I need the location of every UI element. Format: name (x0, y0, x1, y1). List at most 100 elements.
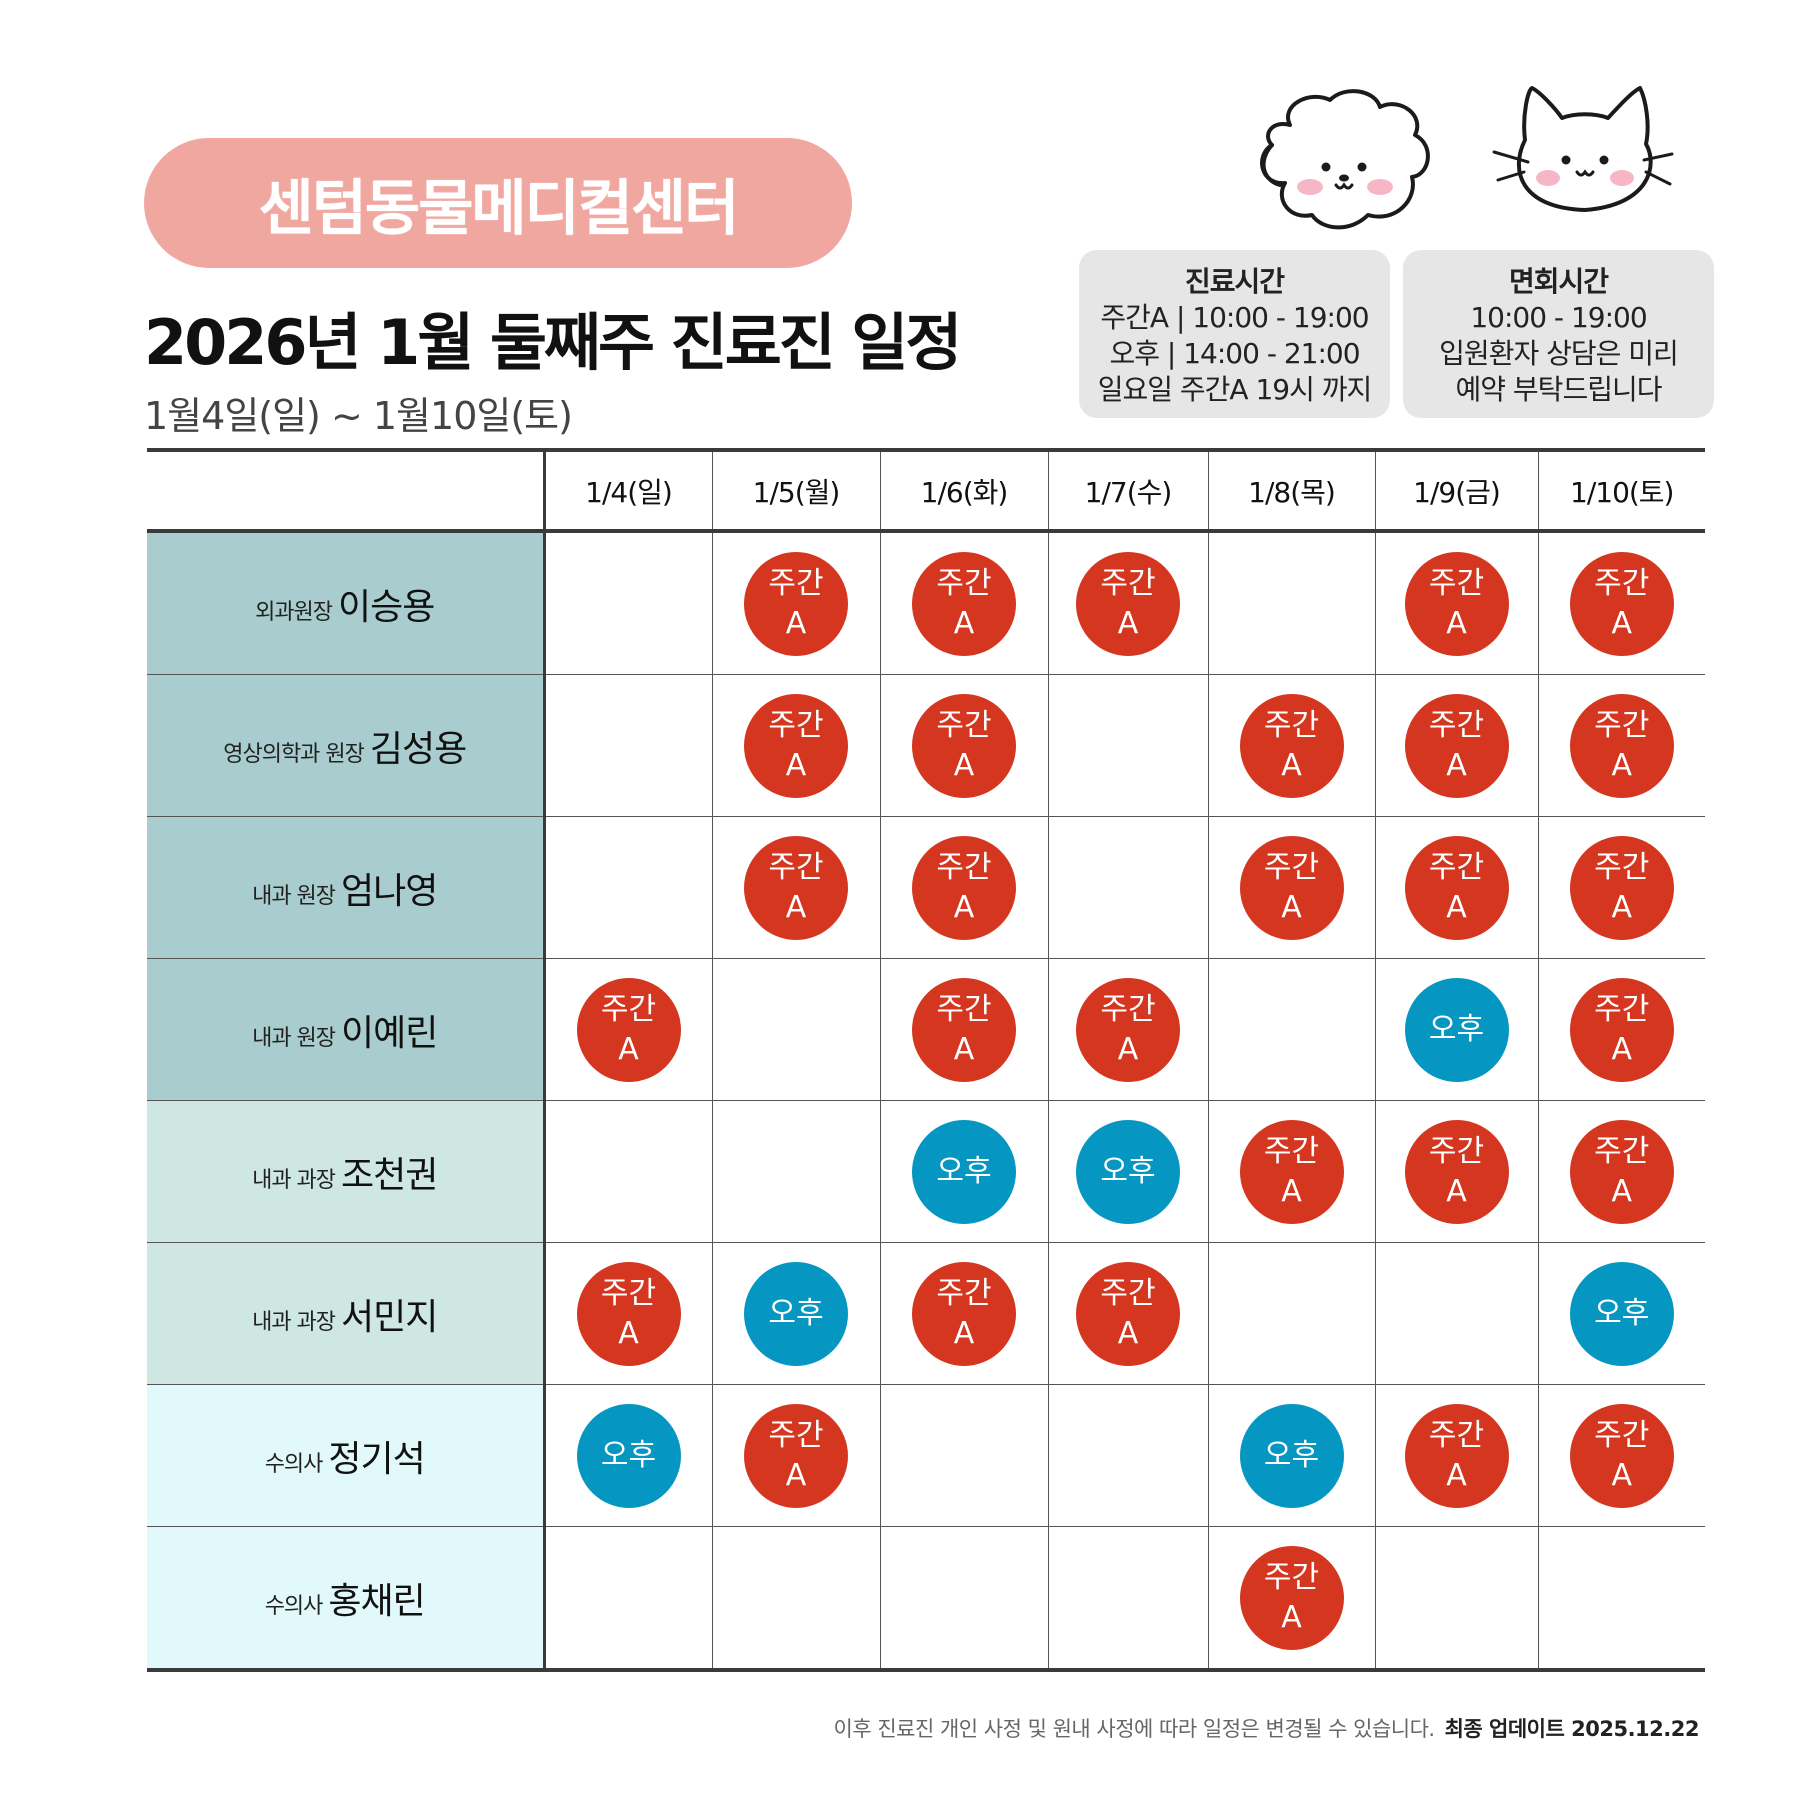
day-shift-badge: 주간 A (576, 1261, 681, 1366)
day-shift-badge: 주간 A (744, 1403, 848, 1508)
day-shift-badge: 주간 A (1569, 977, 1674, 1082)
staff-row: 내과 원장 엄나영 주간 A 주간 A 주간 A 주간 A 주간 A (147, 816, 1705, 959)
shift-label: A (1446, 747, 1467, 783)
shift-label: 주간 (600, 1275, 657, 1311)
shift-label: 주간 (1428, 565, 1485, 601)
clinic-hours-box: 진료시간 주간A | 10:00 - 19:00 오후 | 14:00 - 21… (1079, 250, 1390, 418)
schedule-cell (1207, 958, 1375, 1101)
schedule-cell (544, 816, 712, 959)
shift-label: A (1281, 747, 1302, 783)
staff-role: 수의사 (264, 1451, 324, 1477)
page-title: 2026년 1월 둘째주 진료진 일정 (144, 306, 962, 379)
schedule-cell: 주간 A (1047, 531, 1208, 675)
header-corner (147, 448, 544, 533)
shift-label: 오후 (1100, 1153, 1156, 1189)
day-shift-badge: 주간 A (1404, 551, 1509, 656)
shift-label: A (953, 1315, 975, 1351)
visit-hours-box: 면회시간 10:00 - 19:00 입원환자 상담은 미리 예약 부탁드립니다 (1403, 250, 1714, 418)
shift-label: 오후 (1594, 1295, 1650, 1331)
day-header: 1/6(화) (879, 448, 1048, 533)
day-header: 1/8(목) (1207, 448, 1375, 533)
schedule-cell (1047, 1526, 1208, 1672)
day-header: 1/7(수) (1047, 448, 1208, 533)
staff-name-cell: 내과 과장 조천권 (147, 1100, 546, 1243)
clinic-hours-title: 진료시간 (1184, 265, 1285, 298)
staff-name-cell: 외과원장 이승용 (147, 531, 546, 675)
schedule-cell: 주간 A (1374, 816, 1538, 959)
day-header: 1/10(토) (1537, 448, 1705, 533)
staff-row: 내과 원장 이예린 주간 A 주간 A 주간 A 오후 주간 A (147, 958, 1705, 1101)
schedule-cell: 주간 A (1047, 1242, 1208, 1385)
day-header: 1/9(금) (1374, 448, 1538, 533)
schedule-cell (544, 1526, 712, 1672)
staff-name-cell: 수의사 홍채린 (147, 1526, 546, 1672)
shift-label: A (1446, 1457, 1467, 1493)
day-header: 1/4(일) (542, 448, 712, 533)
shift-label: 주간 (1594, 849, 1650, 885)
day-shift-badge: 주간 A (1239, 693, 1344, 798)
schedule-cell: 주간 A (1207, 816, 1375, 959)
pm-shift-badge: 오후 (912, 1119, 1016, 1224)
shift-label: 주간 (768, 707, 824, 743)
schedule-cell: 오후 (544, 1384, 712, 1527)
staff-role: 영상의학과 원장 (223, 741, 365, 767)
shift-label: A (1117, 1031, 1139, 1067)
visit-hours-line: 입원환자 상담은 미리 (1439, 337, 1679, 370)
shift-label: A (1446, 605, 1467, 641)
day-shift-badge: 주간 A (1569, 693, 1674, 798)
schedule-cell: 주간 A (879, 674, 1048, 817)
schedule-body: 외과원장 이승용 주간 A 주간 A 주간 A 주간 A 주간 A 영상의학과 원장 김성용 주간 A 주간 A 주… (147, 531, 1705, 1672)
visit-hours-line: 10:00 - 19:00 (1470, 301, 1647, 334)
staff-role: 수의사 (264, 1593, 324, 1619)
day-shift-badge: 주간 A (912, 977, 1016, 1082)
schedule-cell: 주간 A (544, 1242, 712, 1385)
schedule-cell (879, 1384, 1048, 1527)
schedule-cell (1207, 1242, 1375, 1385)
shift-label: 주간 (1263, 1133, 1320, 1169)
schedule-cell: 오후 (1374, 958, 1538, 1101)
staff-row: 내과 과장 서민지 주간 A 오후 주간 A 주간 A 오후 (147, 1242, 1705, 1385)
day-shift-badge: 주간 A (912, 835, 1016, 940)
schedule-cell (711, 1526, 880, 1672)
schedule-cell (1207, 531, 1375, 675)
staff-name-cell: 내과 과장 서민지 (147, 1242, 546, 1385)
schedule-cell: 오후 (1047, 1100, 1208, 1243)
shift-label: A (1611, 747, 1633, 783)
day-shift-badge: 주간 A (1076, 1261, 1180, 1366)
shift-label: A (618, 1031, 639, 1067)
schedule-cell: 주간 A (1537, 531, 1705, 675)
shift-label: 주간 (768, 1417, 824, 1453)
shift-label: 주간 (600, 991, 657, 1027)
schedule-cell (1047, 1384, 1208, 1527)
shift-label: 주간 (768, 565, 824, 601)
shift-label: 오후 (1428, 1011, 1485, 1047)
shift-label: A (1117, 605, 1139, 641)
day-shift-badge: 주간 A (912, 693, 1016, 798)
date-range: 1월4일(일) ~ 1월10일(토) (144, 394, 573, 438)
shift-label: A (785, 605, 807, 641)
schedule-cell: 주간 A (1207, 1526, 1375, 1672)
shift-label: 주간 (1428, 707, 1485, 743)
schedule-cell: 주간 A (544, 958, 712, 1101)
schedule-cell: 주간 A (1537, 674, 1705, 817)
staff-name: 서민지 (341, 1296, 438, 1338)
shift-label: A (785, 889, 807, 925)
staff-row: 수의사 홍채린 주간 A (147, 1526, 1705, 1672)
clinic-hours-line: 일요일 주간A 19시 까지 (1097, 373, 1373, 406)
schedule-cell: 주간 A (711, 1384, 880, 1527)
schedule-cell (544, 531, 712, 675)
schedule-cell: 주간 A (1207, 674, 1375, 817)
brand-banner: 센텀동물메디컬센터 (144, 138, 852, 268)
schedule-cell: 주간 A (1374, 531, 1538, 675)
schedule-cell: 오후 (711, 1242, 880, 1385)
shift-label: 오후 (600, 1437, 657, 1473)
shift-label: 오후 (1263, 1437, 1320, 1473)
day-header: 1/5(월) (711, 448, 880, 533)
schedule-cell (544, 674, 712, 817)
staff-row: 외과원장 이승용 주간 A 주간 A 주간 A 주간 A 주간 A (147, 531, 1705, 675)
shift-label: A (1611, 889, 1633, 925)
schedule-cell: 주간 A (1207, 1100, 1375, 1243)
shift-label: A (953, 747, 975, 783)
shift-label: 주간 (1100, 565, 1156, 601)
schedule-cell (711, 1100, 880, 1243)
